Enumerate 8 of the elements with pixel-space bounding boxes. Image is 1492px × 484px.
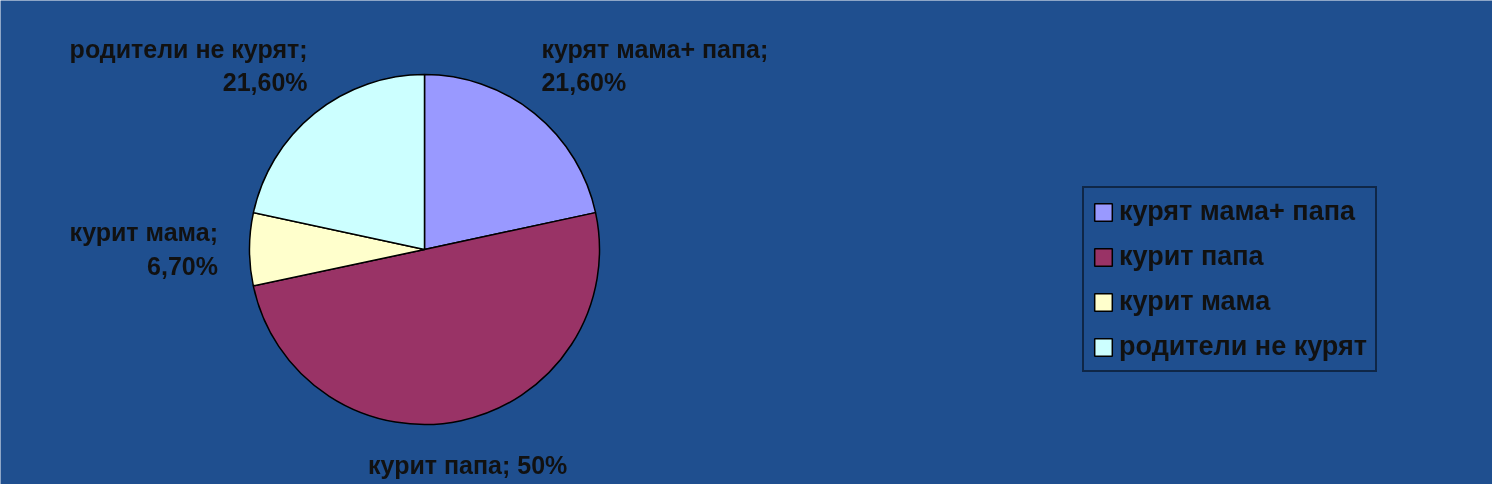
data-label: курят мама+ папа; 21,60% — [541, 34, 769, 97]
legend-label: родители не курят — [1119, 331, 1367, 362]
legend-label: курит папа — [1119, 241, 1264, 272]
legend-label: курят мама+ папа — [1119, 196, 1355, 227]
data-label: курит мама; 6,70% — [69, 218, 219, 280]
data-label: родители не курят; 21,60% — [69, 34, 308, 97]
legend-label: курит мама — [1119, 286, 1271, 317]
data-label: курит папа; 50% — [368, 451, 568, 480]
